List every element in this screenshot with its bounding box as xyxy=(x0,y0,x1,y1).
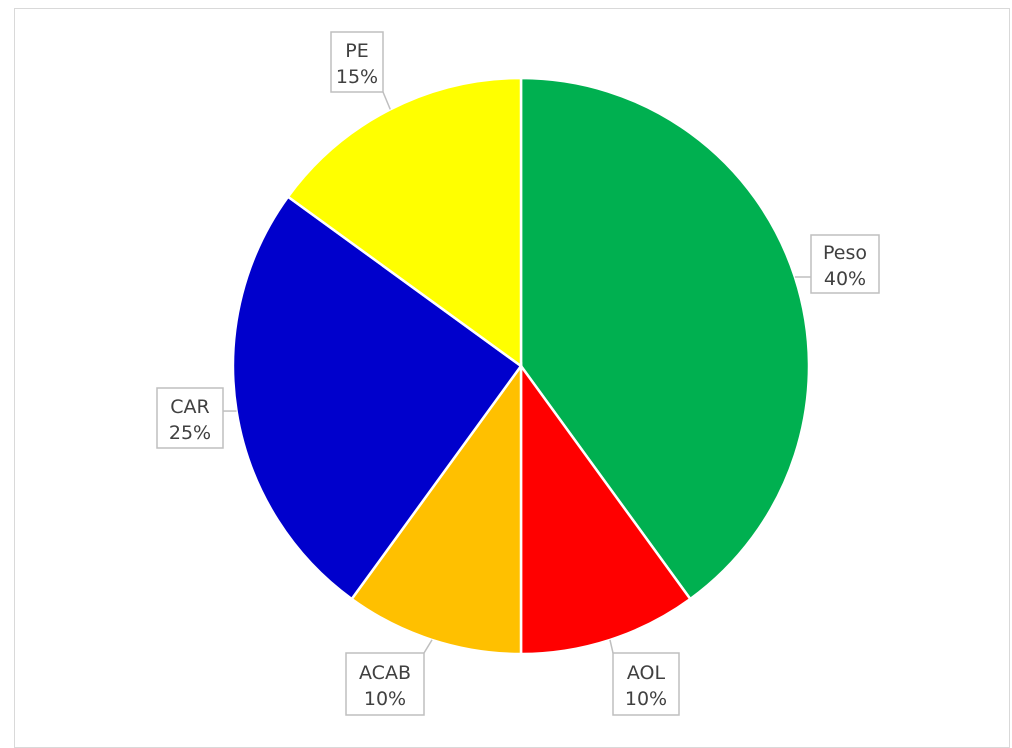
pie-slice-pe xyxy=(286,76,523,369)
callout-box xyxy=(345,652,425,716)
data-label-aol: AOL 10% xyxy=(609,639,680,716)
data-label-peso: Peso 40% xyxy=(794,234,880,294)
data-label-pe: PE 15% xyxy=(330,31,391,110)
percent-label: 15% xyxy=(336,66,378,88)
category-label: ACAB xyxy=(359,662,411,684)
callout-box xyxy=(330,31,384,93)
callout-box xyxy=(612,652,680,716)
leader-line xyxy=(423,639,433,654)
percent-label: 40% xyxy=(824,268,866,290)
pie-slice-car xyxy=(231,194,523,601)
category-label: CAR xyxy=(170,396,209,418)
pie-chart: Peso 40% AOL 10% ACAB 10% CAR 25% PE 15% xyxy=(156,31,880,716)
pie-slice-aol xyxy=(519,362,693,656)
leader-line xyxy=(382,91,391,110)
callout-box xyxy=(156,387,224,449)
pie-slices xyxy=(231,76,811,656)
percent-label: 10% xyxy=(625,688,667,710)
percent-label: 25% xyxy=(169,422,211,444)
percent-label: 10% xyxy=(364,688,406,710)
callout-box xyxy=(810,234,880,294)
category-label: AOL xyxy=(627,662,666,684)
data-label-callouts: Peso 40% AOL 10% ACAB 10% CAR 25% PE 15% xyxy=(156,31,880,716)
leader-line xyxy=(609,639,614,654)
category-label: PE xyxy=(345,40,368,62)
data-label-car: CAR 25% xyxy=(156,387,237,449)
category-label: Peso xyxy=(823,242,867,264)
data-label-acab: ACAB 10% xyxy=(345,639,433,716)
pie-slice-acab xyxy=(349,362,523,656)
